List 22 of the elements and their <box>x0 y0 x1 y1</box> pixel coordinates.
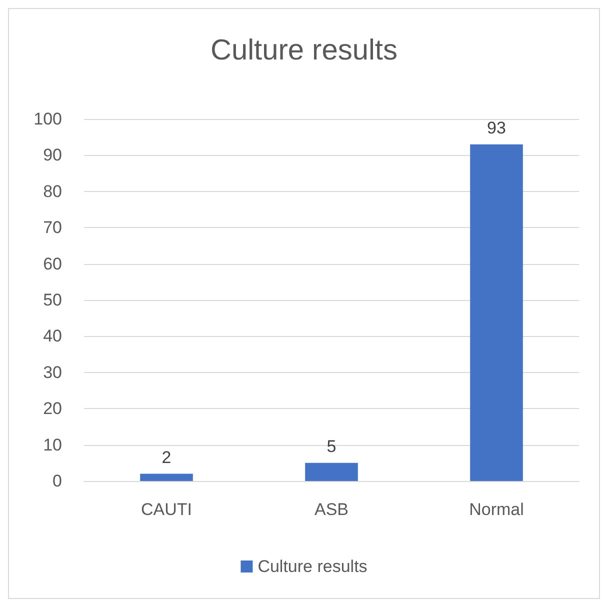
y-tick-label: 40 <box>43 326 62 346</box>
data-label: 2 <box>162 448 172 467</box>
y-tick-label: 60 <box>43 254 62 274</box>
y-tick-label: 10 <box>43 435 62 454</box>
legend-label: Culture results <box>258 557 368 576</box>
y-tick-label: 20 <box>43 399 62 418</box>
data-label: 5 <box>326 436 336 456</box>
y-tick-label: 100 <box>34 110 62 128</box>
bar <box>305 462 358 481</box>
bar <box>140 474 193 481</box>
y-tick-label: 90 <box>43 146 62 165</box>
x-tick-label: ASB <box>314 500 349 519</box>
chart-title: Culture results <box>210 34 398 66</box>
data-label: 93 <box>487 118 506 138</box>
y-tick-label: 0 <box>52 472 62 490</box>
y-tick-label: 70 <box>43 218 62 238</box>
y-tick-label: 30 <box>43 362 62 382</box>
y-tick-label: 80 <box>43 182 62 201</box>
bar <box>470 144 523 481</box>
y-tick-label: 50 <box>43 290 62 310</box>
x-tick-label: CAUTI <box>141 500 192 519</box>
x-tick-label: Normal <box>469 500 524 519</box>
